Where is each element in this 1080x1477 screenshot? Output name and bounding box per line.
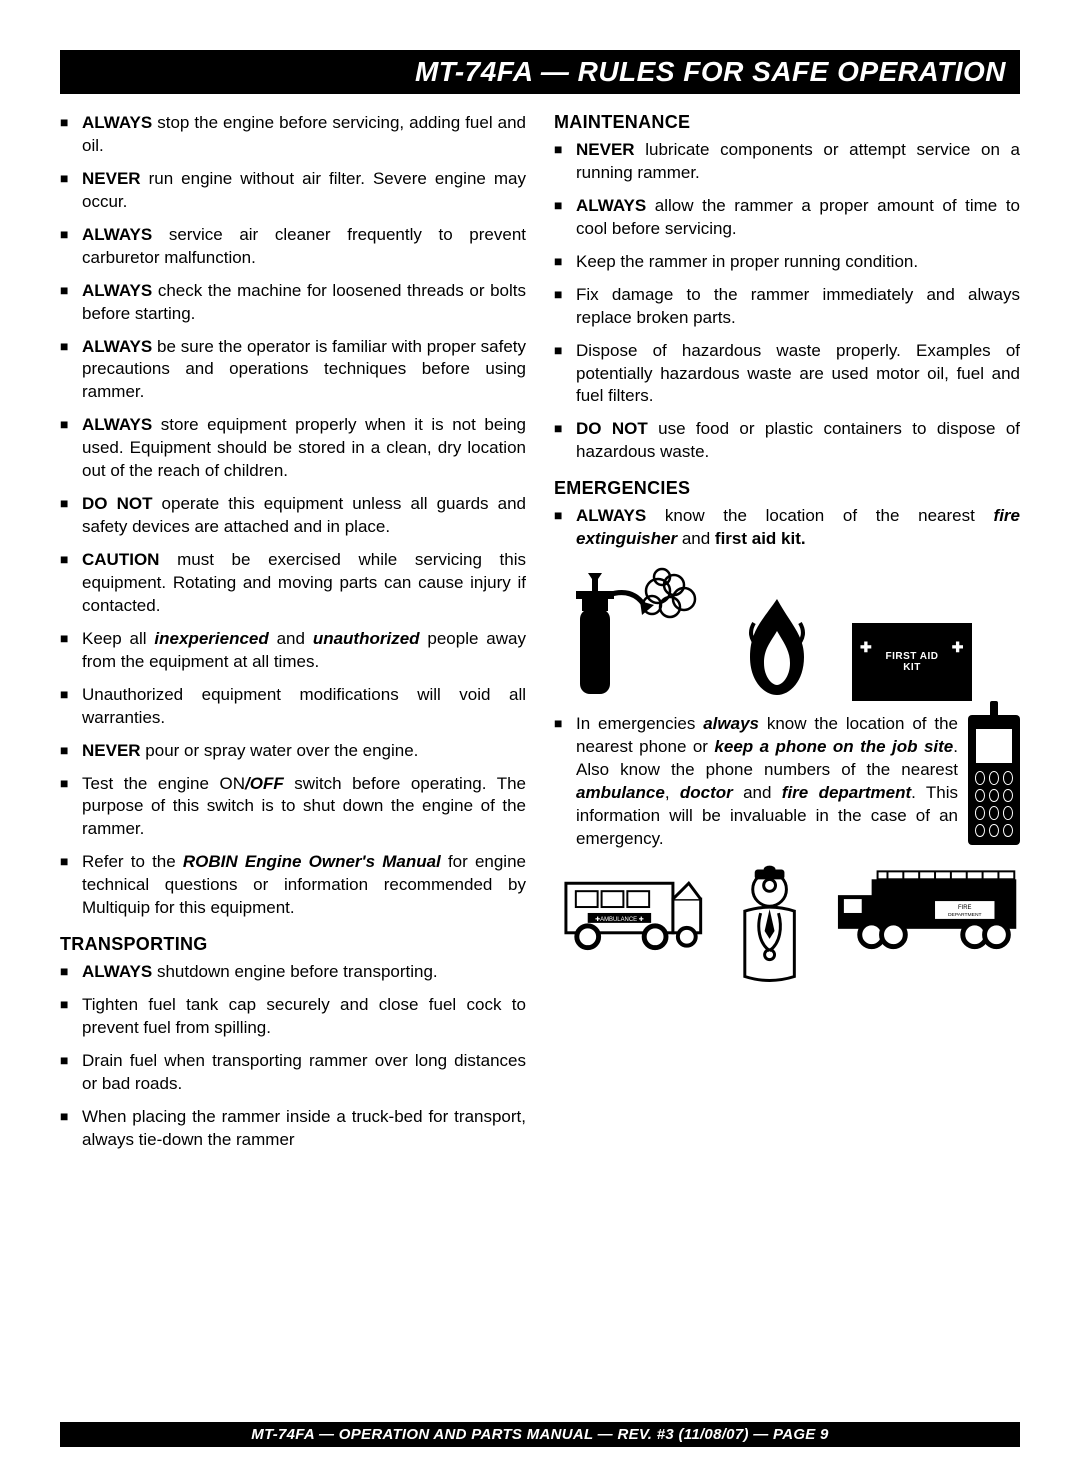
rule-item: CAUTION must be exercised while servicin… (60, 549, 526, 618)
first-aid-label-2: KIT (903, 662, 921, 673)
page-title-bar: MT-74FA — RULES FOR SAFE OPERATION (60, 50, 1020, 94)
maintenance-list: NEVER lubricate components or attempt se… (554, 139, 1020, 464)
rule-item: ALWAYS stop the engine before servicing,… (60, 112, 526, 158)
emergencies-list-2: In emergencies always know the location … (554, 713, 958, 861)
rule-item: DO NOT use food or plastic containers to… (554, 418, 1020, 464)
general-rules-list: ALWAYS stop the engine before servicing,… (60, 112, 526, 920)
rule-item: ALWAYS store equipment properly when it … (60, 414, 526, 483)
emergencies-list-1: ALWAYS know the location of the nearest … (554, 505, 1020, 551)
rule-item: NEVER run engine without air filter. Sev… (60, 168, 526, 214)
doctor-icon (725, 865, 814, 985)
rule-item: Drain fuel when transporting rammer over… (60, 1050, 526, 1096)
emergency-art-row-1: ✚✚ FIRST AID KIT (562, 561, 1020, 701)
rule-item: ALWAYS check the machine for loosened th… (60, 280, 526, 326)
fire-icon (732, 591, 822, 701)
rule-item: Keep the rammer in proper running condit… (554, 251, 1020, 274)
rule-item: DO NOT operate this equipment unless all… (60, 493, 526, 539)
rule-item: ALWAYS know the location of the nearest … (554, 505, 1020, 551)
phone-icon (968, 715, 1020, 845)
svg-text:DEPARTMENT: DEPARTMENT (948, 912, 982, 918)
transporting-heading: TRANSPORTING (60, 934, 526, 955)
first-aid-label-1: FIRST AID (885, 651, 938, 662)
rule-item: NEVER lubricate components or attempt se… (554, 139, 1020, 185)
rule-item: ALWAYS shutdown engine before transporti… (60, 961, 526, 984)
emergency-art-row-2: ✚AMBULANCE ✚ (554, 865, 1020, 985)
rule-item: Unauthorized equipment modifications wil… (60, 684, 526, 730)
rule-item: ALWAYS allow the rammer a proper amount … (554, 195, 1020, 241)
left-column: ALWAYS stop the engine before servicing,… (60, 112, 526, 1162)
fire-extinguisher-icon (562, 561, 702, 701)
rule-item: ALWAYS be sure the operator is familiar … (60, 336, 526, 405)
svg-text:FIRE: FIRE (958, 905, 972, 911)
right-column: MAINTENANCE NEVER lubricate components o… (554, 112, 1020, 1162)
content-columns: ALWAYS stop the engine before servicing,… (60, 112, 1020, 1162)
emergencies-heading: EMERGENCIES (554, 478, 1020, 499)
rule-item: Dispose of hazardous waste properly. Exa… (554, 340, 1020, 409)
rule-item: In emergencies always know the location … (554, 713, 958, 851)
rule-item: NEVER pour or spray water over the engin… (60, 740, 526, 763)
rule-item: Tighten fuel tank cap securely and close… (60, 994, 526, 1040)
rule-item: ALWAYS service air cleaner frequently to… (60, 224, 526, 270)
transporting-list: ALWAYS shutdown engine before transporti… (60, 961, 526, 1152)
maintenance-heading: MAINTENANCE (554, 112, 1020, 133)
first-aid-kit-icon: ✚✚ FIRST AID KIT (852, 623, 972, 701)
ambulance-icon: ✚AMBULANCE ✚ (558, 865, 707, 955)
rule-item: Keep all inexperienced and unauthorized … (60, 628, 526, 674)
emergencies-block-2: In emergencies always know the location … (554, 713, 1020, 861)
rule-item: Refer to the ROBIN Engine Owner's Manual… (60, 851, 526, 920)
rule-item: Fix damage to the rammer immediately and… (554, 284, 1020, 330)
rule-item: When placing the rammer inside a truck-b… (60, 1106, 526, 1152)
rule-item: Test the engine ON/OFF switch before ope… (60, 773, 526, 842)
page-footer-bar: MT-74FA — OPERATION AND PARTS MANUAL — R… (60, 1422, 1020, 1447)
svg-text:✚AMBULANCE ✚: ✚AMBULANCE ✚ (595, 916, 644, 923)
fire-truck-icon: FIRE DEPARTMENT (832, 865, 1020, 955)
